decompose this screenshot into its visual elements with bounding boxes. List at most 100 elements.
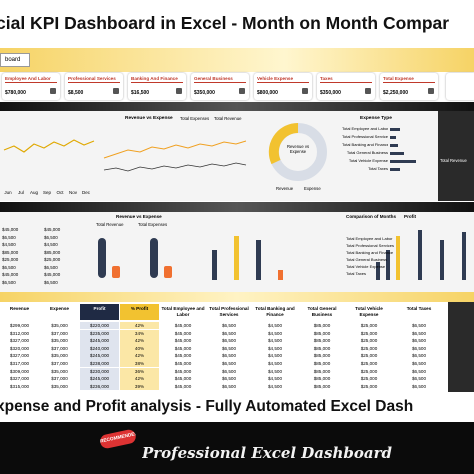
table-cell: $245,000 xyxy=(80,337,119,345)
table-cell: $245,000 xyxy=(80,352,119,360)
kpi-value: $8,500 xyxy=(68,90,84,96)
kpi-value: $2,250,000 xyxy=(383,90,409,96)
table-cell: $4,500 xyxy=(267,368,283,374)
table-cell: $35,000 xyxy=(51,368,68,374)
kpi-icon xyxy=(239,88,245,94)
table-cell: $6,500 xyxy=(221,368,237,374)
bar xyxy=(390,160,416,163)
table-cell: 39% xyxy=(120,382,159,391)
table-cell: $25,000 xyxy=(360,383,378,389)
table-cell: $6,500 xyxy=(44,234,58,240)
table-cell: $236,000 xyxy=(80,382,119,391)
table-cell: 34% xyxy=(120,329,159,337)
column xyxy=(212,250,217,280)
legend-item: Total Banking and Finance xyxy=(346,250,394,255)
table-cell: $25,000 xyxy=(360,353,378,359)
table-cell: $45,000 xyxy=(2,272,19,277)
gauge xyxy=(98,238,106,278)
kpi-value: $800,000 xyxy=(257,90,278,96)
table-cell: $238,000 xyxy=(80,360,119,368)
column-header: Revenue xyxy=(0,304,39,320)
chart-title: Comparison of Months xyxy=(346,214,397,219)
table-cell: $299,000 xyxy=(9,323,30,328)
table-cell: $230,000 xyxy=(80,367,119,375)
table-cell: $240,000 xyxy=(80,344,119,353)
kpi-label: Banking And Finance xyxy=(131,75,183,83)
kpi-label: General Business xyxy=(194,75,246,83)
table-cell: $25,000 xyxy=(2,257,19,262)
table-cell: $6,500 xyxy=(44,279,58,285)
bar xyxy=(390,144,398,147)
side-column xyxy=(448,302,474,392)
gauge xyxy=(112,266,120,278)
table-cell: $6,500 xyxy=(2,234,16,240)
tagline: xpense and Profit analysis - Fully Autom… xyxy=(0,398,414,415)
table-cell: $6,500 xyxy=(221,353,237,359)
table-cell: $25,000 xyxy=(360,323,378,328)
table-cell: $45,000 xyxy=(174,376,192,382)
column xyxy=(234,236,239,280)
table-cell: $309,000 xyxy=(9,368,30,374)
table-cell: $85,000 xyxy=(44,249,61,255)
bar-label: Total Taxes xyxy=(368,166,388,171)
chart-title: Revenue vs Expense xyxy=(125,116,173,121)
bar-label: Total Professional Services xyxy=(342,134,388,139)
table-cell: $6,500 xyxy=(221,383,237,389)
bar-label: Total Employee and Labor xyxy=(342,126,388,131)
table-cell: $45,000 xyxy=(174,330,192,336)
bar-label: Total Banking and Finance xyxy=(342,142,388,147)
legend-item: Total Employee and Labor xyxy=(346,236,393,241)
kpi-icon xyxy=(176,88,182,94)
table-cell: $4,500 xyxy=(2,242,16,247)
table-cell: $35,000 xyxy=(51,338,68,344)
table-cell: $317,000 xyxy=(9,361,30,366)
table-cell: $6,500 xyxy=(411,345,427,351)
menu-button: board xyxy=(0,53,30,67)
table-cell: 36% xyxy=(120,367,159,375)
bar xyxy=(390,136,396,139)
chart-panel xyxy=(0,111,474,201)
side-title: Total Revenue xyxy=(440,158,467,163)
legend-item: Total General Business xyxy=(346,257,388,262)
table-cell: $37,000 xyxy=(51,361,68,366)
table-cell: $4,500 xyxy=(267,383,283,389)
x-tick-label: Jul xyxy=(18,190,24,195)
column xyxy=(462,232,466,280)
yellow-band xyxy=(0,292,474,302)
table-cell: $85,000 xyxy=(313,376,331,382)
column-header: Total Employee and Labor xyxy=(160,304,206,320)
x-tick-label: Sep xyxy=(42,190,51,195)
table-cell: $25,000 xyxy=(360,368,378,374)
footer-strip xyxy=(0,422,474,474)
legend-item: Total Revenue xyxy=(214,116,242,121)
kpi-value: $350,000 xyxy=(194,90,215,96)
column xyxy=(376,262,380,280)
table-cell: 38% xyxy=(120,360,159,368)
table-cell: $6,500 xyxy=(2,279,16,285)
column-header: % Profit xyxy=(120,304,159,320)
yellow-band xyxy=(0,48,474,72)
kpi-value: $780,000 xyxy=(5,90,26,96)
line xyxy=(3,139,95,153)
table-cell: $25,000 xyxy=(360,338,378,344)
table-cell: $315,000 xyxy=(9,383,30,389)
table-cell: $4,500 xyxy=(267,361,283,366)
table-cell: $4,500 xyxy=(267,345,283,351)
table-cell: $235,000 xyxy=(80,329,119,337)
table-cell: $6,500 xyxy=(221,345,237,351)
kpi-icon xyxy=(365,88,371,94)
table-cell: $312,000 xyxy=(9,330,30,336)
table-cell: $45,000 xyxy=(174,345,192,351)
kpi-icon xyxy=(428,88,434,94)
column-header: Total Professional Services xyxy=(207,304,251,320)
kpi-icon xyxy=(113,88,119,94)
column-header: Expense xyxy=(40,304,79,320)
table-cell: $25,000 xyxy=(360,330,378,336)
table-cell: $6,500 xyxy=(411,361,427,366)
table-cell: $85,000 xyxy=(313,345,331,351)
table-cell: 42% xyxy=(120,375,159,383)
kpi-label: Professional Services xyxy=(68,75,120,83)
legend-item: Total Vehicle Expense xyxy=(346,264,386,269)
